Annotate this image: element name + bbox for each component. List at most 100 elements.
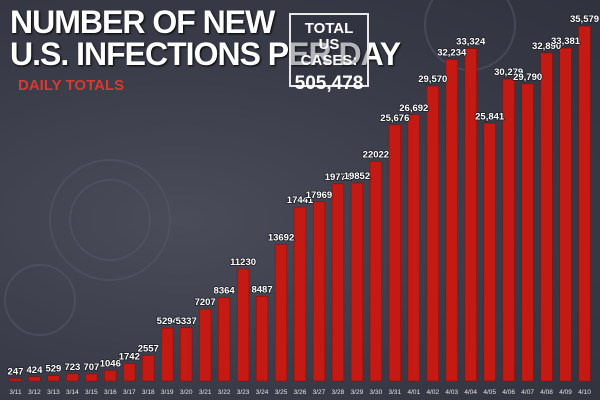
data-label-3/23: 11230 <box>230 257 256 268</box>
data-label-3/16: 1046 <box>100 359 121 370</box>
x-tick-label-3/16: 3/16 <box>104 389 117 396</box>
data-label-3/21: 7207 <box>195 297 216 308</box>
total-cases-box: TOTAL US CASES: 505,478 <box>289 13 369 94</box>
data-label-3/12: 424 <box>27 365 44 376</box>
data-label-3/18: 2557 <box>138 344 159 355</box>
bar-4/09 <box>559 47 572 382</box>
bar-4/02 <box>426 85 439 382</box>
data-label-4/02: 29,570 <box>418 74 447 85</box>
total-label-line-2: US CASES: <box>300 36 358 69</box>
bar-3/20 <box>180 327 193 382</box>
x-tick-label-4/09: 4/09 <box>559 389 572 396</box>
x-tick-label-4/05: 4/05 <box>483 389 496 396</box>
x-tick-label-3/17: 3/17 <box>123 389 136 396</box>
chart-title-line-1: NUMBER OF NEW <box>10 4 275 40</box>
data-label-4/04: 33,324 <box>456 37 486 48</box>
bar-3/30 <box>369 161 383 382</box>
data-label-4/03: 32,234 <box>437 48 467 59</box>
bar-3/28 <box>331 183 345 382</box>
x-tick-label-4/03: 4/03 <box>445 389 458 396</box>
bar-4/04 <box>464 48 477 382</box>
x-tick-label-4/04: 4/04 <box>464 389 477 396</box>
data-label-3/14: 723 <box>64 362 80 373</box>
bar-3/24 <box>255 296 269 382</box>
x-tick-label-4/07: 4/07 <box>521 389 534 396</box>
x-tick-label-3/23: 3/23 <box>237 389 250 396</box>
data-label-3/27: 17969 <box>306 190 332 201</box>
bar-3/22 <box>217 297 231 382</box>
data-label-3/15: 707 <box>83 362 99 373</box>
bar-3/16 <box>104 370 117 382</box>
data-label-3/30: 22022 <box>363 149 389 160</box>
chart-subtitle: DAILY TOTALS <box>18 77 125 94</box>
x-tick-label-3/29: 3/29 <box>351 389 364 396</box>
bar-3/27 <box>312 201 326 382</box>
data-label-3/22: 8364 <box>214 286 236 297</box>
x-tick-label-4/08: 4/08 <box>540 389 553 396</box>
bar-3/14 <box>66 373 79 382</box>
bar-3/25 <box>274 244 288 382</box>
bar-4/06 <box>502 78 515 382</box>
x-tick-label-3/22: 3/22 <box>218 389 231 396</box>
bar-3/23 <box>236 268 250 382</box>
bar-3/12 <box>28 376 41 382</box>
bar-3/19 <box>161 327 174 382</box>
bar-3/18 <box>142 355 155 382</box>
x-tick-label-3/21: 3/21 <box>199 389 212 396</box>
bar-3/29 <box>350 182 364 382</box>
data-label-3/13: 529 <box>45 364 61 375</box>
data-label-4/08: 32,890 <box>532 41 561 52</box>
x-tick-label-3/24: 3/24 <box>256 389 269 396</box>
data-label-3/29: 19852 <box>344 171 370 182</box>
x-tick-label-4/10: 4/10 <box>578 389 591 396</box>
bar-4/10 <box>578 25 591 382</box>
bar-4/07 <box>521 83 534 382</box>
data-label-3/25: 13692 <box>268 232 294 243</box>
x-tick-label-3/13: 3/13 <box>47 389 60 396</box>
data-label-4/06: 30,279 <box>494 67 523 78</box>
total-cases-label: TOTAL US CASES: <box>291 21 367 69</box>
x-tick-label-4/02: 4/02 <box>426 389 439 396</box>
x-tick-label-3/30: 3/30 <box>370 389 383 396</box>
background-virus-decoration <box>4 0 516 336</box>
data-label-3/11: 247 <box>8 367 24 378</box>
data-label-3/19: 5294 <box>157 316 179 327</box>
x-tick-label-3/14: 3/14 <box>66 389 79 396</box>
data-label-4/10: 35,579 <box>570 14 599 25</box>
data-label-4/07: 29,790 <box>513 72 542 83</box>
x-tick-label-3/27: 3/27 <box>313 389 326 396</box>
bar-3/31 <box>388 124 402 382</box>
x-tick-label-4/01: 4/01 <box>407 389 420 396</box>
x-tick-label-3/11: 3/11 <box>9 389 22 396</box>
data-label-3/24: 8487 <box>251 284 272 295</box>
bar-4/08 <box>540 52 553 382</box>
data-label-4/09: 33,381 <box>551 36 581 47</box>
x-tick-label-3/12: 3/12 <box>28 389 41 396</box>
x-tick-label-3/15: 3/15 <box>85 389 98 396</box>
data-label-4/05: 25,841 <box>475 111 505 122</box>
x-tick-label-3/20: 3/20 <box>180 389 193 396</box>
x-tick-label-3/31: 3/31 <box>389 389 402 396</box>
x-tick-label-4/06: 4/06 <box>502 389 515 396</box>
data-label-3/26: 17441 <box>287 195 314 206</box>
x-tick-label-3/28: 3/28 <box>332 389 345 396</box>
data-label-3/17: 1742 <box>119 352 140 363</box>
total-label-line-1: TOTAL <box>304 20 354 37</box>
data-label-4/01: 26,692 <box>399 103 428 114</box>
bar-3/21 <box>198 308 212 382</box>
bar-3/26 <box>293 206 307 382</box>
bar-3/11 <box>9 378 22 382</box>
data-label-3/20: 5337 <box>176 316 197 327</box>
chart-title-line-2: U.S. INFECTIONS PER DAY <box>10 36 401 72</box>
bar-3/13 <box>47 375 60 382</box>
data-label-3/28: 19771 <box>325 172 352 183</box>
x-tick-label-3/18: 3/18 <box>142 389 155 396</box>
bar-4/01 <box>407 114 420 382</box>
bar-3/17 <box>123 363 136 382</box>
bar-3/15 <box>85 373 98 382</box>
bar-4/05 <box>483 122 496 382</box>
x-tick-label-3/19: 3/19 <box>161 389 174 396</box>
x-tick-label-3/26: 3/26 <box>294 389 307 396</box>
